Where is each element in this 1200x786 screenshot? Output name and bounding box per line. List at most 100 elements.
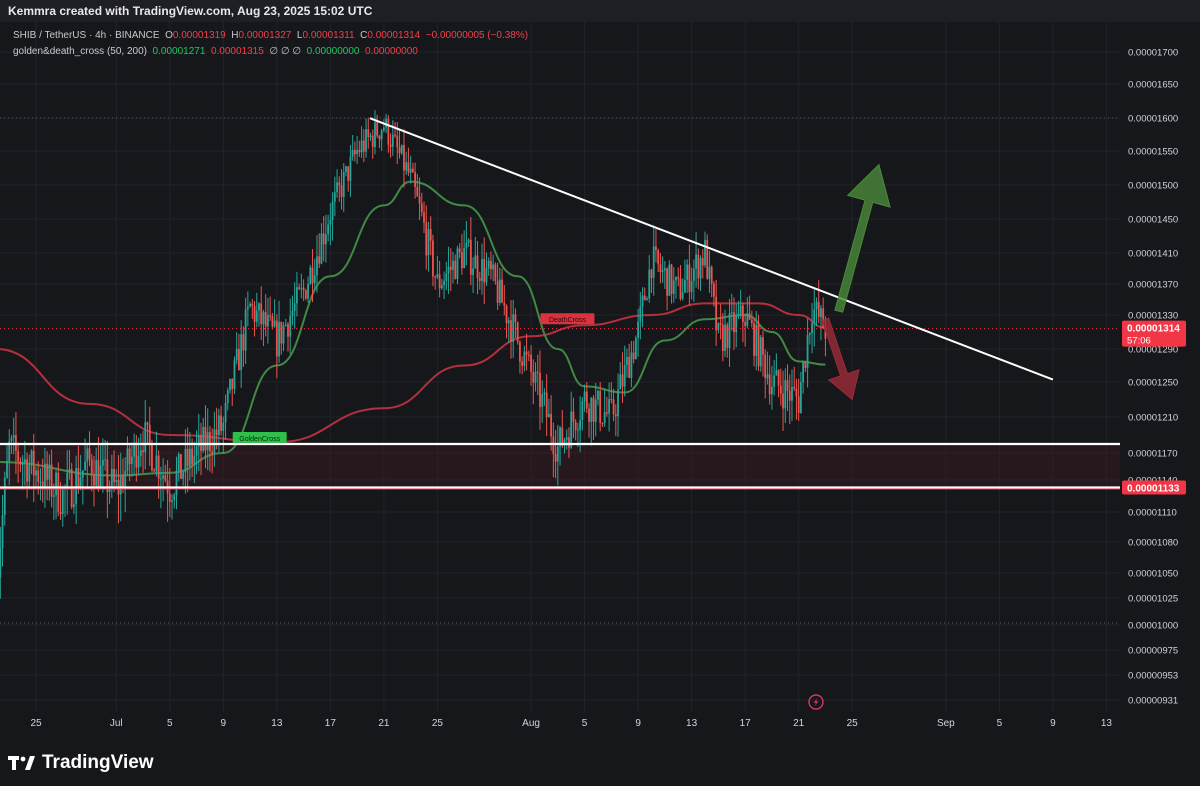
- candle-body: [552, 436, 555, 454]
- current-price-tag-countdown: 57:06: [1127, 336, 1151, 347]
- candle-body: [601, 423, 604, 425]
- candle-body: [808, 333, 811, 336]
- candle-body: [501, 279, 503, 303]
- arrow-down[interactable]: [821, 317, 860, 401]
- candle-body: [313, 275, 316, 284]
- time-tick-label: Aug: [522, 718, 540, 729]
- candle-body: [692, 268, 695, 281]
- chart-area[interactable]: GoldenCross DeathCross 0.00001700 0.000016…: [0, 22, 1200, 742]
- ohlc-c-value: 0.00001314: [367, 30, 421, 41]
- candle-body: [514, 314, 517, 322]
- candle-body: [284, 324, 287, 326]
- descending-trendline[interactable]: [369, 117, 1054, 381]
- candle-body: [474, 255, 477, 269]
- arrow-up[interactable]: [834, 163, 891, 313]
- candle-body: [688, 264, 691, 292]
- candle-body: [585, 391, 588, 409]
- candle-body: [133, 442, 136, 457]
- candle-body: [773, 375, 776, 388]
- candle-body: [545, 392, 548, 418]
- candle-body: [637, 321, 639, 338]
- candle-body: [802, 362, 805, 383]
- candle-body: [708, 266, 711, 279]
- tradingview-logo[interactable]: TradingView: [8, 752, 154, 774]
- candle-body: [35, 470, 37, 476]
- lightning-icon[interactable]: [808, 694, 824, 710]
- support-price-tag[interactable]: [1122, 480, 1186, 495]
- candle-body: [356, 149, 359, 155]
- candle-body: [458, 248, 461, 253]
- candle-body: [220, 415, 222, 431]
- candle-body: [467, 239, 470, 243]
- candle-body: [93, 475, 95, 486]
- indicator-value-golden: 0.00000000: [306, 46, 360, 57]
- chart-svg[interactable]: GoldenCross DeathCross 0.00001700 0.000016…: [0, 22, 1200, 742]
- candle-body: [267, 315, 269, 327]
- candle-body: [423, 212, 425, 223]
- candle-body: [358, 149, 361, 153]
- candle-body: [414, 172, 416, 187]
- candle-body: [730, 312, 733, 314]
- candle-body: [684, 279, 686, 293]
- price-axis[interactable]: 0.00001700 0.00001650 0.00001600 0.00001550…: [1128, 48, 1178, 707]
- candle-body: [325, 234, 327, 245]
- candle-body: [411, 168, 414, 173]
- candle-body: [398, 147, 401, 154]
- candle-body: [791, 386, 793, 401]
- price-tick-label: 0.00001170: [1128, 449, 1178, 460]
- time-axis[interactable]: 25 Jul 5 9 13 17 21 25 Aug 5 9 13 17 21 25 Sep 5 9 13: [30, 718, 1112, 729]
- golden-cross-label: GoldenCross: [239, 436, 280, 443]
- candle-body: [88, 448, 91, 460]
- candle-body: [512, 314, 515, 342]
- candle-body: [492, 264, 495, 270]
- ohlc-l-value: 0.00001311: [302, 30, 355, 41]
- candle-body: [521, 361, 524, 366]
- candle-body: [184, 448, 187, 473]
- candle-body: [719, 323, 722, 325]
- candle-body: [400, 145, 403, 154]
- candle-body: [59, 511, 62, 514]
- candle-body: [463, 248, 466, 269]
- candle-body: [548, 413, 550, 418]
- candle-body: [211, 451, 214, 454]
- candle-body: [168, 493, 171, 503]
- candle-body: [235, 348, 238, 361]
- candle-body: [434, 276, 437, 278]
- candle-body: [287, 324, 289, 337]
- candle-body: [465, 242, 468, 249]
- price-tick-label: 0.00001410: [1128, 249, 1178, 260]
- death-cross-badge[interactable]: [540, 313, 595, 325]
- candle-body: [191, 448, 193, 465]
- candle-body: [614, 414, 617, 417]
- candle-body: [677, 276, 680, 279]
- current-price-tag[interactable]: [1122, 320, 1186, 347]
- candle-body: [759, 337, 762, 367]
- candle-body: [420, 203, 423, 213]
- candle-body: [403, 145, 405, 171]
- candle-body: [603, 412, 606, 424]
- candle-body: [0, 548, 2, 578]
- candle-body: [536, 371, 539, 373]
- brand-name: TradingView: [42, 752, 154, 773]
- candle-body: [146, 422, 149, 425]
- candle-body: [456, 248, 459, 279]
- candle-body: [159, 478, 162, 480]
- candle-body: [681, 292, 684, 299]
- candle-body: [541, 394, 544, 407]
- candle-body: [706, 239, 709, 279]
- candle-body: [327, 224, 330, 235]
- candle-body: [19, 461, 22, 465]
- candle-body: [108, 487, 111, 493]
- legend-panel: SHIB / TetherUS · 4h · BINANCE O0.000013…: [13, 28, 528, 60]
- candle-body: [621, 374, 624, 387]
- ohlc-h-value: 0.00001327: [238, 30, 292, 41]
- candle-body: [619, 374, 622, 390]
- candle-body: [550, 413, 553, 437]
- candle-body: [195, 446, 198, 456]
- candle-body: [813, 309, 816, 324]
- golden-cross-badge[interactable]: [232, 432, 287, 443]
- candle-body: [490, 260, 492, 270]
- candle-body: [721, 324, 724, 351]
- candle-body: [527, 354, 530, 356]
- candle-body: [369, 135, 372, 138]
